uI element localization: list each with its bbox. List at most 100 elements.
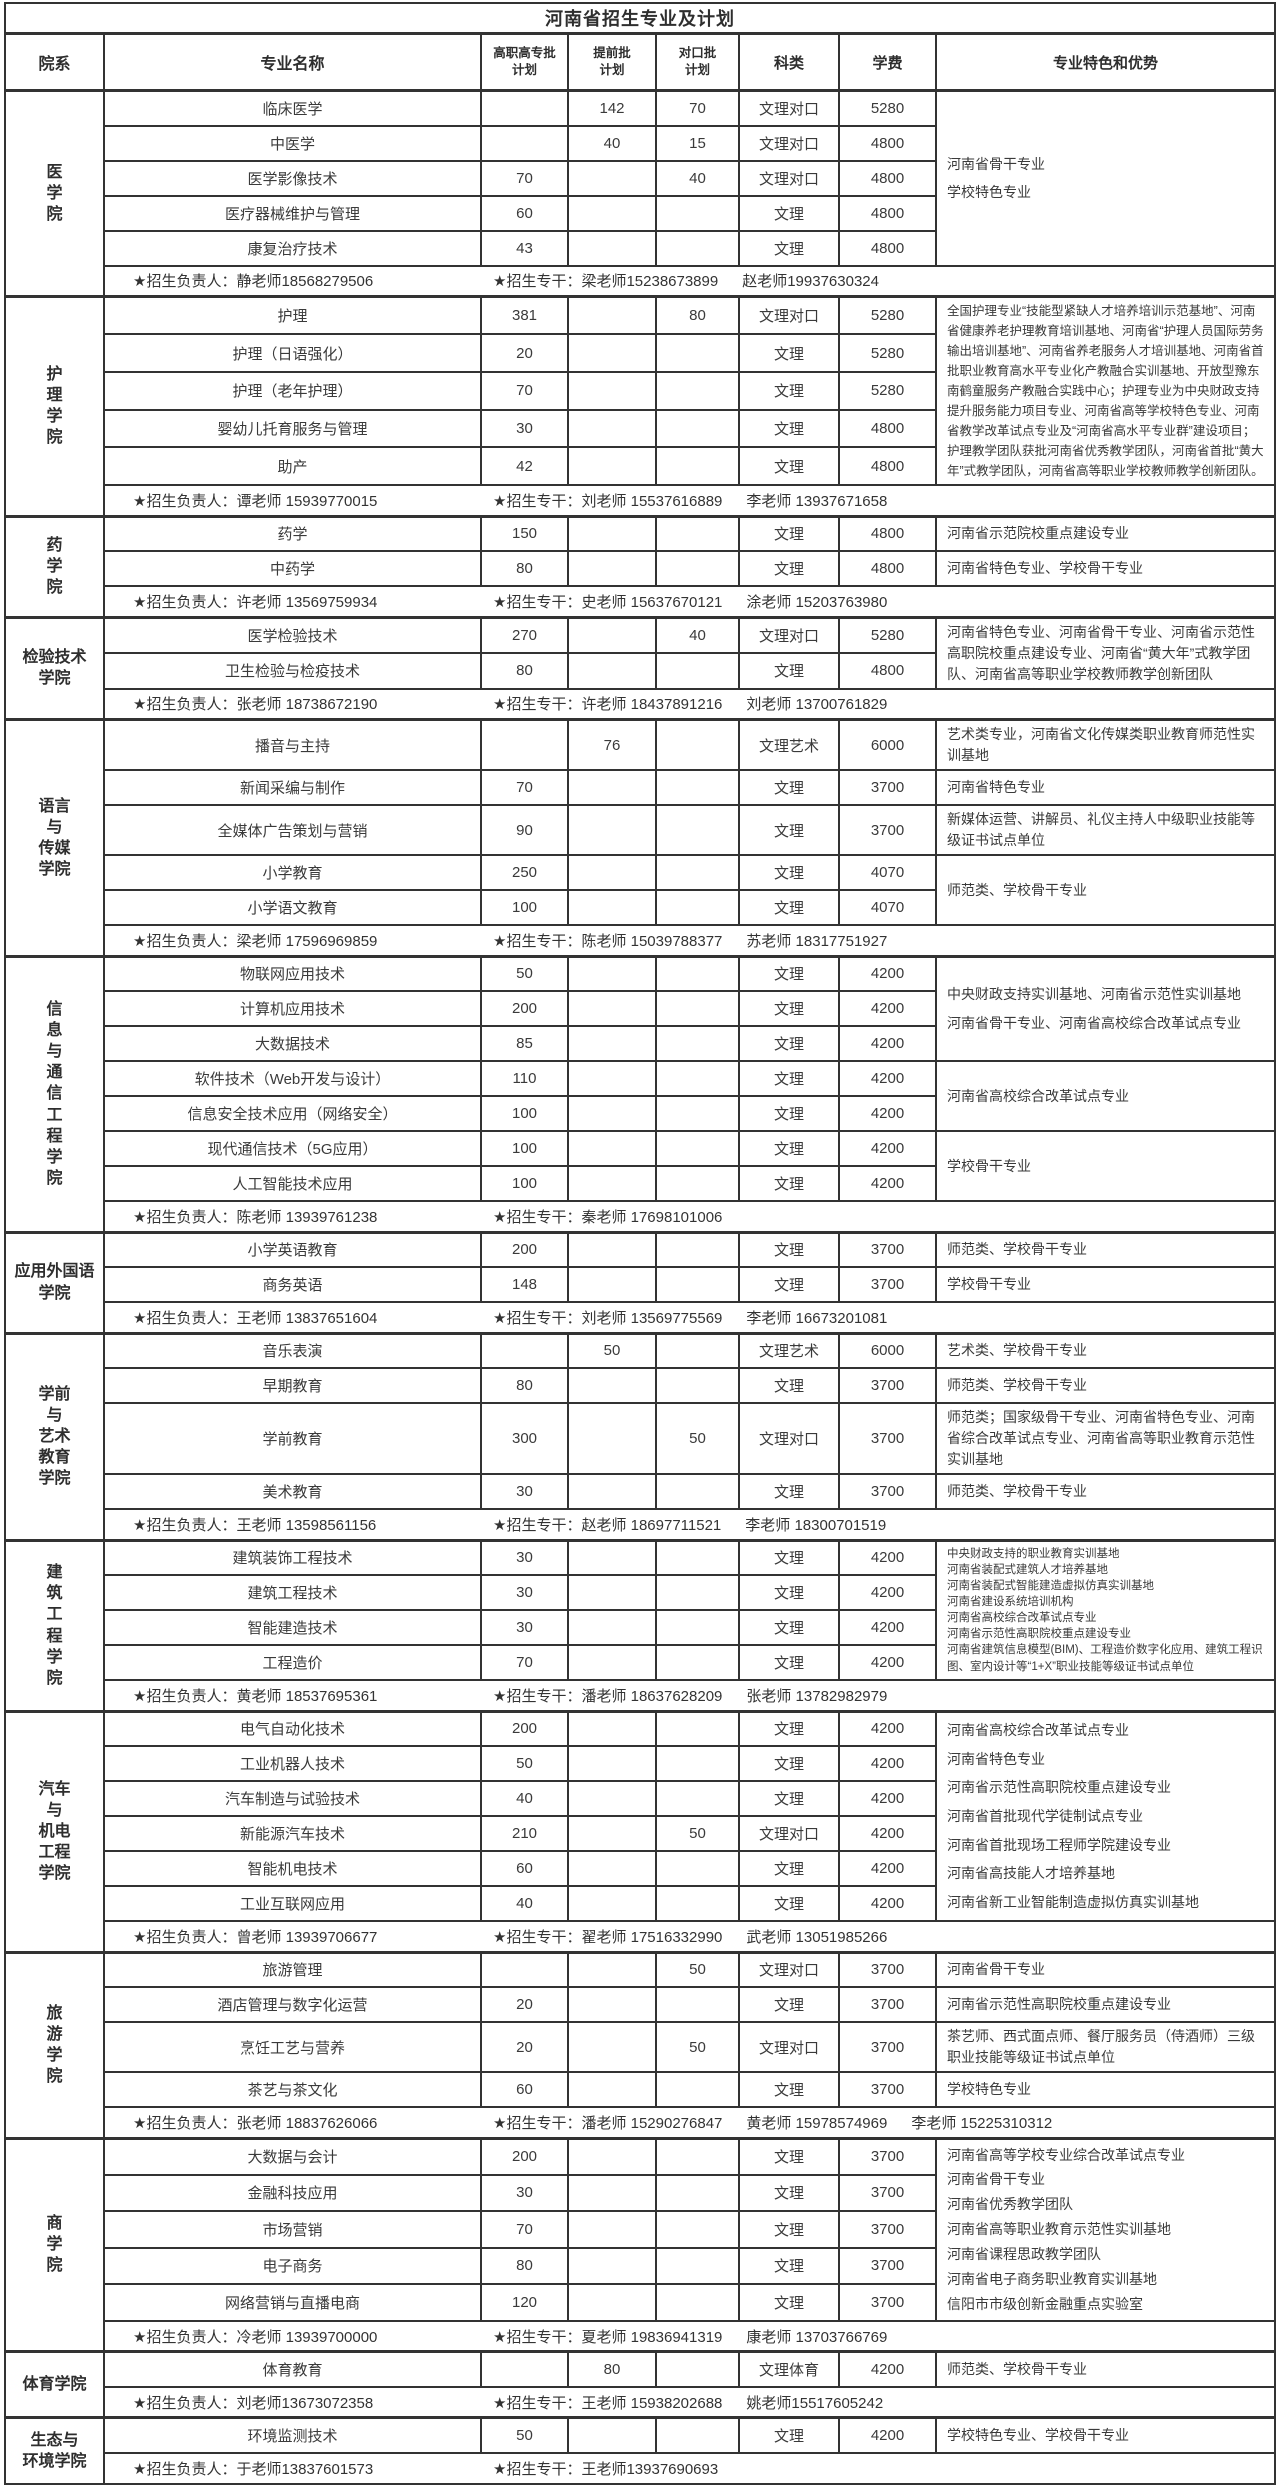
contact-row: ★招生负责人：谭老师 15939770015 ★招生专干：刘老师 15537616… <box>5 484 1276 517</box>
feature-cell: 新媒体运营、讲解员、礼仪主持人中级职业技能等级证书试点单位 <box>935 804 1276 856</box>
major-row: 全媒体广告策划与营销 90 文理 3700 新媒体运营、讲解员、礼仪主持人中级职业技能等… <box>5 804 1276 856</box>
plan-tiqian <box>567 889 657 926</box>
subject-category: 文理对口 <box>738 615 840 654</box>
plan-tiqian <box>567 1780 657 1817</box>
contact-cell: ★招生负责人：冷老师 13939700000 ★招生专干：夏老师 19836941… <box>103 2319 1276 2353</box>
contact-row: ★招生负责人：曾老师 13939706677 ★招生专干：翟老师 17516332… <box>5 1920 1276 1953</box>
recruit-leader: ★招生负责人：王老师 13837651604 <box>133 1309 378 1327</box>
plan-tiqian: 40 <box>567 124 657 162</box>
plan-tiqian <box>567 1025 657 1062</box>
subject-category: 文理 <box>738 1060 840 1097</box>
plan-gaozhi: 70 <box>480 1644 569 1681</box>
plan-gaozhi: 30 <box>480 1609 569 1646</box>
department-section: 药 学 院药学 150 文理 4800 河南省示范院校重点建设专业 中药学 80 文理 4800… <box>4 514 1276 618</box>
subject-category: 文理 <box>738 854 840 891</box>
tuition-fee: 4070 <box>838 854 937 891</box>
plan-gaozhi <box>480 718 569 771</box>
contact-cell: ★招生负责人：曾老师 13939706677 ★招生专干：翟老师 17516332… <box>103 1920 1276 1953</box>
plan-tiqian <box>567 514 657 552</box>
plan-duikou <box>655 1885 740 1922</box>
feature-cell: 河南省特色专业、河南省骨干专业、河南省示范性高职院校重点建设专业、河南省“黄大年… <box>935 615 1276 690</box>
feature-cell: 学校骨干专业 <box>935 1266 1276 1303</box>
tuition-fee: 4200 <box>838 1609 937 1646</box>
major-row: 工程造价 70 文理 4200 <box>5 1644 1275 1681</box>
plan-gaozhi: 210 <box>480 1815 569 1852</box>
major-row: 康复治疗技术 43 文理 4800 <box>5 229 1275 267</box>
major-row: 助产 42 文理 4800 <box>5 446 1275 486</box>
major-name: 护理（日语强化） <box>103 333 482 373</box>
contact-row: ★招生负责人：王老师 13837651604 ★招生专干：刘老师 13569775… <box>5 1301 1276 1334</box>
major-row: 体育学院 体育教育 80 文理体育 4200 师范类、学校骨干专业 <box>4 2350 1276 2419</box>
major-name: 智能机电技术 <box>103 1850 482 1887</box>
major-name: 小学教育 <box>103 854 482 891</box>
subject-category: 文理 <box>738 769 840 806</box>
plan-gaozhi <box>480 89 569 127</box>
major-row: 金融科技应用 30 文理 3700 <box>5 2173 1275 2213</box>
plan-duikou <box>655 2173 740 2213</box>
dept-cell: 药 学 院 <box>4 514 105 618</box>
dept-cell: 体育学院 <box>4 2350 105 2419</box>
plan-gaozhi: 300 <box>480 1402 569 1475</box>
recruit-leader: ★招生负责人：于老师13837601573 <box>133 2460 374 2478</box>
major-row: 药 学 院药学 150 文理 4800 河南省示范院校重点建设专业 <box>4 514 1276 618</box>
plan-tiqian <box>567 2136 657 2176</box>
plan-tiqian <box>567 2210 657 2249</box>
plan-tiqian <box>567 2173 657 2213</box>
subject-category: 文理艺术 <box>738 1331 840 1369</box>
major-name: 人工智能技术应用 <box>103 1165 482 1202</box>
plan-gaozhi: 100 <box>480 889 569 926</box>
subject-category: 文理 <box>738 2173 840 2213</box>
dept-cell: 商 学 院 <box>4 2136 105 2353</box>
department-section: 检验技术 学院 医学检验技术 270 40 文理对口 5280 河南省特色专业、河南省骨干专… <box>4 615 1276 721</box>
plan-tiqian: 142 <box>567 89 657 127</box>
subject-category: 文理 <box>738 1850 840 1887</box>
plan-duikou <box>655 854 740 891</box>
major-row: 婴幼儿托育服务与管理 30 文理 4800 <box>5 408 1275 449</box>
plan-duikou: 50 <box>655 1815 740 1852</box>
recruit-leader: ★招生负责人：许老师 13569759934 <box>133 593 378 611</box>
department-section: 汽车 与 机电 工程 学院 电气自动化技术 200 文理 4200 河南省高校综合改革试点… <box>4 1709 1276 1953</box>
subject-category: 文理 <box>738 370 840 411</box>
plan-gaozhi: 80 <box>480 550 569 587</box>
col-header-major: 专业名称 <box>103 32 482 92</box>
plan-gaozhi: 100 <box>480 1095 569 1132</box>
subject-category: 文理 <box>738 1745 840 1782</box>
major-name: 康复治疗技术 <box>103 229 482 267</box>
subject-category: 文理 <box>738 954 840 992</box>
major-row: 烹饪工艺与营养 20 50 文理对口 3700 茶艺师、西式面点师、餐厅服务员（侍酒师）三… <box>5 2021 1276 2073</box>
subject-category: 文理 <box>738 2416 840 2454</box>
major-row: 学前 与 艺术 教育 学院 音乐表演 50 文理艺术 6000 艺术类、学校骨干专业 <box>4 1331 1276 1541</box>
contact-extra: 武老师 13051985266 <box>746 1928 888 1946</box>
feature-cell: 河南省高等学校专业综合改革试点专业 河南省骨干专业 河南省优秀教学团队 河南省高… <box>935 2136 1276 2322</box>
plan-tiqian <box>567 159 657 197</box>
plan-tiqian <box>567 1709 657 1747</box>
tuition-fee: 4800 <box>838 651 937 690</box>
subject-category: 文理 <box>738 2071 840 2108</box>
major-row: 商 学 院大数据与会计 200 文理 3700 河南省高等学校专业综合改革试点专业 河南… <box>4 2136 1276 2353</box>
plan-gaozhi: 80 <box>480 651 569 690</box>
tuition-fee: 4200 <box>838 2350 937 2388</box>
plan-tiqian <box>567 651 657 690</box>
feature-cell: 艺术类、学校骨干专业 <box>935 1331 1276 1369</box>
feature-cell: 学校特色专业 <box>935 2071 1276 2108</box>
plan-gaozhi: 30 <box>480 1574 569 1611</box>
plan-tiqian <box>567 1473 657 1510</box>
major-name: 新闻采编与制作 <box>103 769 482 806</box>
plan-duikou <box>655 718 740 771</box>
dept-cell: 生态与 环境学院 <box>4 2416 105 2485</box>
tuition-fee: 5280 <box>838 295 937 336</box>
tuition-fee: 5280 <box>838 89 937 127</box>
plan-gaozhi: 30 <box>480 1538 569 1576</box>
plan-gaozhi: 60 <box>480 2071 569 2108</box>
feature-cell: 河南省骨干专业 学校特色专业 <box>935 89 1276 267</box>
tuition-fee: 3700 <box>838 1230 937 1268</box>
tuition-fee: 6000 <box>838 718 937 771</box>
tuition-fee: 4070 <box>838 889 937 926</box>
plan-duikou: 40 <box>655 159 740 197</box>
tuition-fee: 4200 <box>838 1745 937 1782</box>
contact-cell: ★招生负责人：陈老师 13939761238 ★招生专干：秦老师 17698101… <box>103 1200 1276 1233</box>
plan-gaozhi <box>480 2350 569 2388</box>
major-row: 小学教育 250 文理 4070 师范类、学校骨干专业 <box>5 854 1276 926</box>
subject-category: 文理 <box>738 651 840 690</box>
tuition-fee: 5280 <box>838 370 937 411</box>
